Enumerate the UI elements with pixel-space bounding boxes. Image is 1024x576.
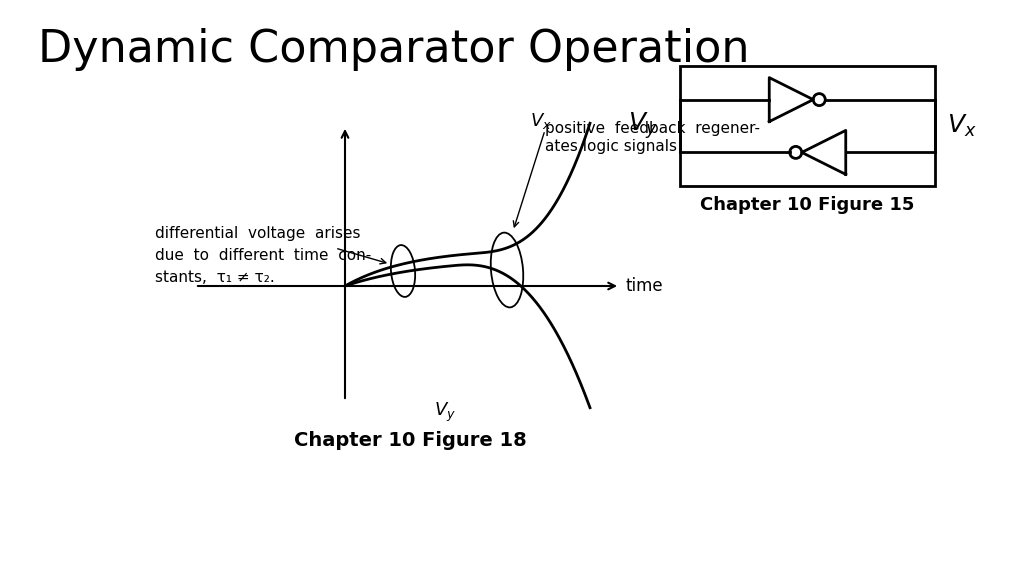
Polygon shape	[802, 130, 846, 175]
Text: $V_x$: $V_x$	[947, 113, 977, 139]
Polygon shape	[769, 78, 813, 122]
Text: Chapter 10 Figure 15: Chapter 10 Figure 15	[700, 196, 914, 214]
Text: stants,  τ₁ ≠ τ₂.: stants, τ₁ ≠ τ₂.	[155, 270, 274, 285]
Text: $V_x$: $V_x$	[530, 111, 552, 131]
Text: Dynamic Comparator Operation: Dynamic Comparator Operation	[38, 28, 750, 71]
Text: Chapter 10 Figure 18: Chapter 10 Figure 18	[294, 431, 526, 450]
Text: differential  voltage  arises: differential voltage arises	[155, 226, 360, 241]
Text: positive  feedback  regener-: positive feedback regener-	[545, 121, 760, 136]
Text: ates logic signals: ates logic signals	[545, 139, 677, 154]
Text: due  to  different  time  con-: due to different time con-	[155, 248, 372, 263]
Text: time: time	[625, 277, 663, 295]
Text: $V_y$: $V_y$	[628, 111, 657, 141]
Text: $V_y$: $V_y$	[434, 401, 456, 424]
Bar	[680, 66, 935, 186]
